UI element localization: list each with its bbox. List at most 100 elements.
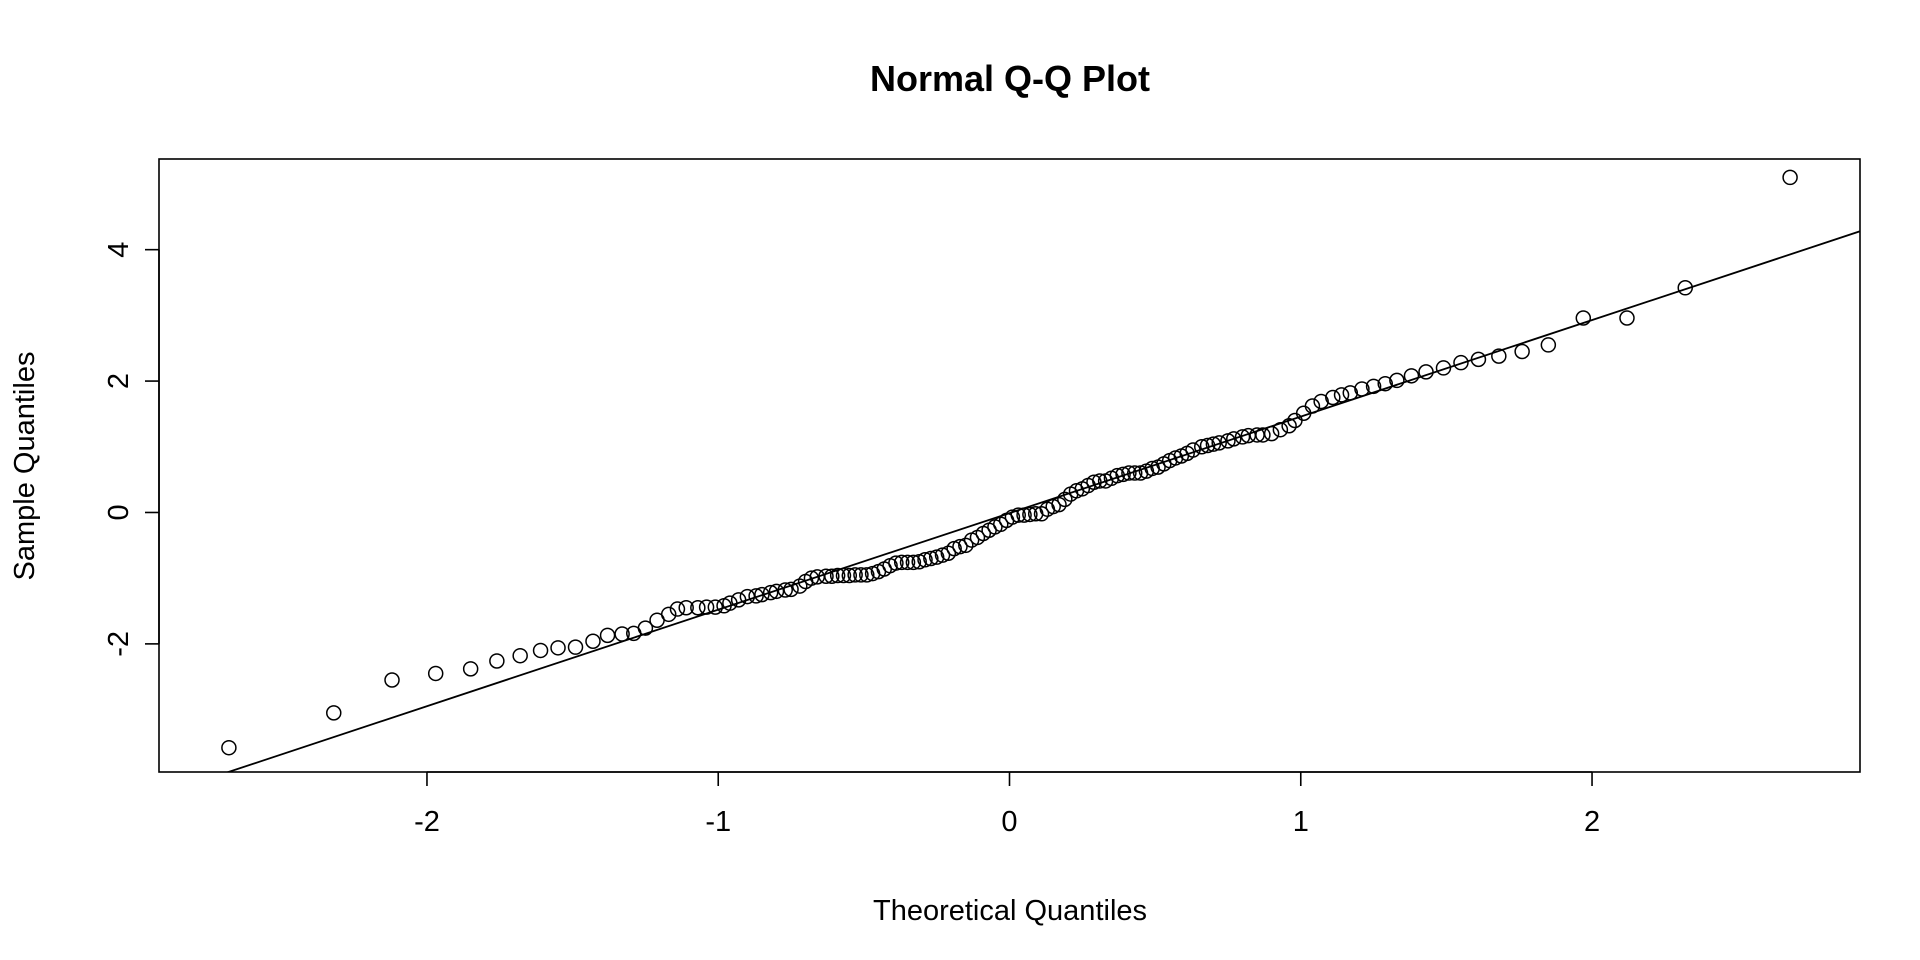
data-point — [599, 627, 616, 644]
data-point — [859, 567, 875, 583]
data-point — [1092, 473, 1108, 489]
data-point — [462, 661, 479, 677]
data-point — [1782, 169, 1798, 186]
data-point — [1389, 372, 1405, 389]
data-point — [1435, 360, 1452, 376]
data-point — [1051, 496, 1067, 513]
data-point — [835, 567, 852, 584]
data-point — [326, 705, 342, 721]
data-point — [1211, 435, 1227, 451]
data-point — [1453, 354, 1469, 371]
data-point — [1540, 337, 1557, 353]
data-point — [1325, 389, 1341, 406]
x-tick-label: 2 — [1584, 806, 1600, 838]
data-point — [1115, 466, 1131, 483]
data-point — [1016, 507, 1032, 523]
data-point — [1313, 393, 1329, 410]
qq-reference-line — [225, 230, 1860, 772]
data-point — [669, 601, 686, 617]
data-point — [567, 639, 584, 655]
data-point — [803, 570, 820, 586]
plot-area — [221, 169, 1860, 772]
data-point — [777, 582, 793, 598]
data-point — [958, 537, 974, 554]
data-point — [762, 584, 779, 601]
data-point — [1126, 465, 1143, 481]
data-point — [1491, 348, 1507, 364]
chart-title: Normal Q-Q Plot — [870, 58, 1150, 99]
data-point — [1263, 425, 1280, 442]
data-point — [1470, 351, 1487, 368]
data-point — [905, 554, 922, 571]
data-point — [550, 640, 566, 656]
data-point — [1342, 385, 1359, 401]
data-point — [678, 599, 694, 616]
data-point — [614, 626, 630, 642]
data-point — [1010, 507, 1026, 523]
data-point — [847, 567, 863, 583]
x-tick-label: -1 — [705, 806, 731, 838]
data-point — [829, 567, 846, 584]
data-point — [1199, 437, 1216, 454]
data-point — [427, 665, 444, 682]
data-point — [1234, 429, 1251, 445]
data-point — [707, 599, 724, 615]
data-point — [690, 599, 706, 616]
data-point — [824, 568, 840, 584]
data-point — [1403, 368, 1420, 384]
y-axis-label: Sample Quantiles — [9, 352, 41, 581]
data-point — [1193, 439, 1210, 455]
data-point — [637, 620, 654, 636]
data-point — [1121, 465, 1137, 481]
x-axis-label: Theoretical Quantiles — [873, 895, 1147, 927]
data-point — [899, 554, 916, 571]
data-point — [754, 586, 770, 603]
data-point — [384, 672, 400, 688]
data-point — [917, 552, 933, 568]
data-point — [1418, 364, 1434, 380]
data-point — [1514, 343, 1530, 360]
data-point — [923, 550, 939, 567]
data-point — [532, 642, 549, 659]
data-point — [1109, 467, 1126, 484]
data-point — [1365, 378, 1382, 395]
data-point — [698, 599, 715, 615]
data-point — [660, 606, 677, 623]
data-point — [1057, 491, 1073, 508]
data-point — [818, 568, 834, 584]
data-point — [1255, 427, 1271, 443]
data-point — [221, 739, 237, 756]
data-point — [1185, 442, 1201, 458]
x-axis: -2 -1 0 1 2 — [414, 771, 1600, 838]
data-point — [853, 567, 869, 583]
x-tick-label: 1 — [1293, 806, 1309, 838]
y-tick-label: 2 — [103, 373, 135, 389]
data-point — [841, 567, 858, 584]
data-point — [893, 554, 910, 571]
y-tick-label: -2 — [103, 631, 135, 657]
data-point — [1086, 474, 1102, 491]
y-axis: -2 0 2 4 — [103, 242, 160, 657]
data-point — [1377, 375, 1393, 392]
plot-frame — [158, 158, 1861, 773]
x-tick-label: -2 — [414, 806, 440, 838]
data-point — [1333, 387, 1350, 403]
data-point — [1226, 431, 1242, 447]
data-point — [783, 581, 799, 598]
data-point — [489, 653, 505, 669]
data-point — [1304, 398, 1321, 414]
data-point — [585, 633, 601, 650]
data-point — [730, 592, 747, 608]
y-tick-label: 4 — [103, 242, 135, 258]
data-point — [512, 647, 528, 664]
data-point — [1205, 436, 1222, 452]
data-point — [952, 538, 968, 555]
data-point — [1281, 418, 1297, 434]
data-point — [1354, 381, 1370, 397]
data-point — [739, 588, 756, 605]
y-tick-label: 0 — [103, 504, 135, 520]
x-tick-label: 0 — [1001, 806, 1017, 838]
data-point — [768, 583, 785, 600]
data-point — [1619, 310, 1635, 326]
